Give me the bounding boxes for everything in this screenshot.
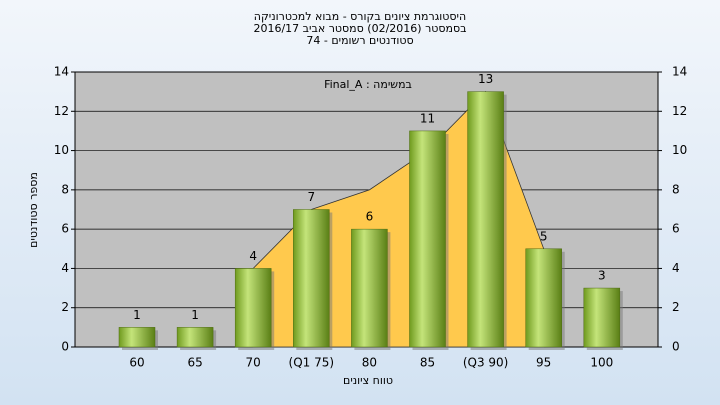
x-tick-label: (Q3 90)	[463, 356, 509, 370]
bar	[118, 327, 156, 348]
y-tick-label: 8	[61, 182, 69, 196]
bar	[293, 209, 330, 348]
bar	[467, 91, 504, 348]
y2-tick-label: 0	[672, 340, 680, 354]
y2-tick-label: 2	[672, 300, 680, 314]
bar	[583, 287, 621, 348]
value-label: 11	[420, 111, 435, 125]
value-label: 6	[366, 210, 374, 224]
title: היסטוגרמת ציונים בקורס - מבוא למכטרוניקה…	[253, 10, 466, 47]
value-label: 4	[249, 249, 257, 263]
y2-tick-label: 12	[672, 104, 687, 118]
title-line: בסמסטר (02/2016) סמסטר אביב 2016/17	[253, 22, 466, 35]
y-tick-label: 12	[54, 104, 69, 118]
annotation: Final_A : במשימה	[324, 78, 412, 91]
x-tick-label: 100	[590, 356, 613, 370]
value-label: 7	[307, 190, 315, 204]
x-axis-label: טווח ציונים	[343, 374, 393, 387]
bar	[409, 130, 446, 348]
x-tick-label: (Q1 75)	[289, 356, 335, 370]
value-label: 3	[598, 269, 606, 283]
x-tick-label: 85	[420, 356, 435, 370]
y2-tick-label: 8	[672, 182, 680, 196]
y-tick-label: 2	[61, 300, 69, 314]
y-axis-label: מספר סטודנטים	[27, 172, 40, 248]
value-label: 5	[540, 229, 548, 243]
x-tick-label: 95	[536, 356, 551, 370]
y-tick-label: 4	[61, 261, 69, 275]
y2-tick-label: 10	[672, 143, 687, 157]
y2-tick-label: 6	[672, 222, 680, 236]
x-tick-label: 80	[362, 356, 377, 370]
y2-tick-label: 4	[672, 261, 680, 275]
value-label: 13	[478, 72, 493, 86]
x-tick-label: 70	[246, 356, 261, 370]
title-line: סטודנטים רשומים - 74	[306, 34, 413, 47]
bar	[525, 248, 562, 348]
y-tick-label: 14	[54, 65, 69, 79]
bar	[176, 327, 214, 348]
bar	[351, 228, 388, 348]
title-line: היסטוגרמת ציונים בקורס - מבוא למכטרוניקה	[254, 10, 466, 23]
value-label: 1	[191, 308, 199, 322]
y-tick-label: 0	[61, 340, 69, 354]
y2-tick-label: 14	[672, 65, 687, 79]
value-label: 1	[133, 308, 141, 322]
bar	[234, 268, 272, 348]
x-tick-label: 65	[187, 356, 202, 370]
x-tick-label: 60	[129, 356, 144, 370]
y-tick-label: 6	[61, 222, 69, 236]
y-tick-label: 10	[54, 143, 69, 157]
